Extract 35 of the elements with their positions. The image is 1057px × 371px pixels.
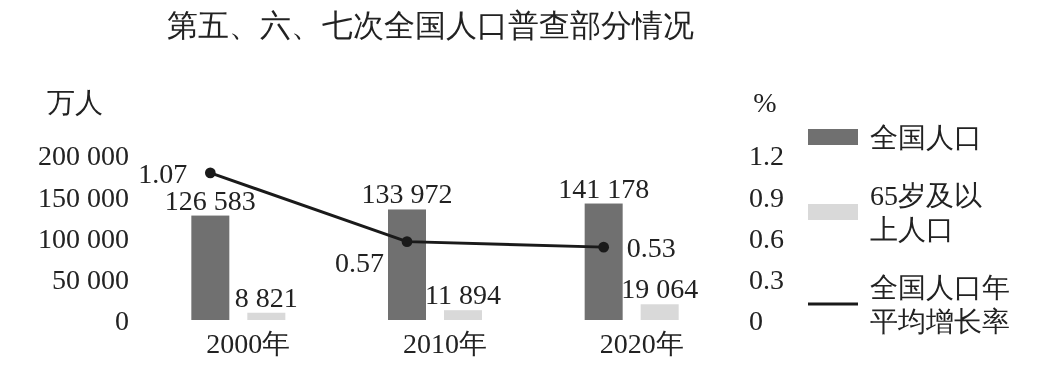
y2-tick-label: 1.2 [749,140,784,172]
y2-tick-label: 0 [749,305,763,337]
x-tick-label: 2000年 [206,328,291,360]
bar [584,203,623,320]
point [598,241,610,253]
legend-label: 全国人口年平均增长率 [870,272,1010,337]
y-tick-label: 150 000 [38,181,129,213]
data-label: 19 064 [621,273,699,305]
bar [444,310,482,320]
y-tick-label: 50 000 [52,264,129,296]
y-axis-title: 万人 [47,87,103,118]
y2-tick-label: 0.6 [749,222,784,254]
data-label: 11 894 [425,279,501,311]
bar [640,304,679,320]
bar [388,209,426,320]
y-tick-label: 0 [115,305,129,337]
bar [247,312,286,320]
y2-tick-label: 0.9 [749,181,784,213]
bar [191,215,230,320]
chart-title: 第五、六、七次全国人口普查部分情况 [166,8,694,43]
y-tick-label: 200 000 [38,140,129,172]
data-label: 0.53 [626,232,676,264]
y2-tick-label: 0.3 [749,264,784,296]
data-label: 8 821 [234,281,298,313]
data-label: 141 178 [558,172,650,204]
x-tick-label: 2020年 [599,328,684,360]
y-tick-label: 100 000 [38,222,129,254]
y2-axis-title: % [753,87,777,118]
data-label: 133 972 [361,178,453,210]
point [204,167,216,179]
legend-label: 全国人口 [870,122,982,153]
data-label: 0.57 [335,246,384,278]
legend-label: 65岁及以上人口 [870,180,982,245]
x-tick-label: 2010年 [403,328,487,360]
point [401,236,413,247]
